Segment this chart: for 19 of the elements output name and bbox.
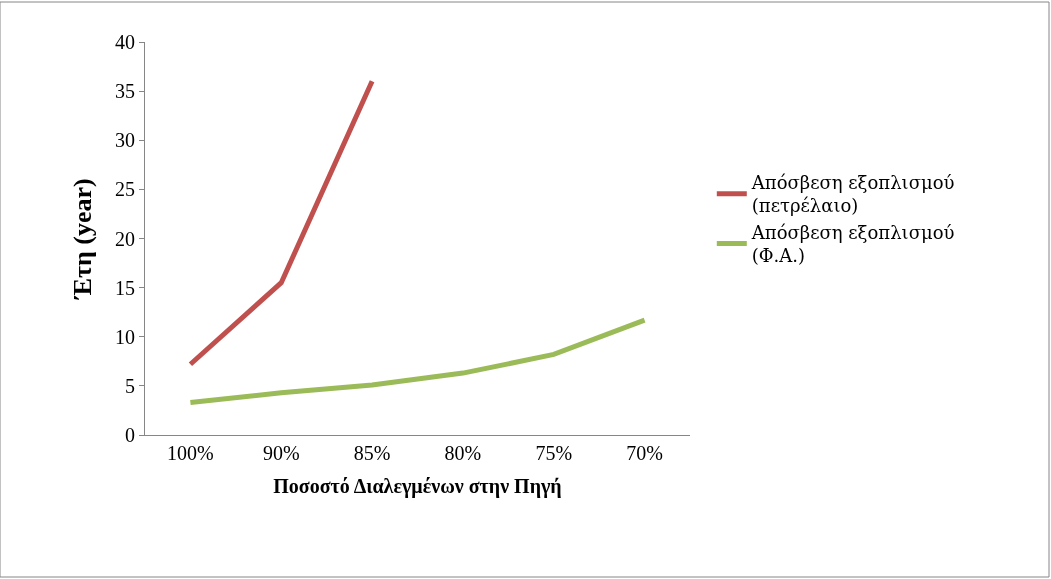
x-tick-label: 70% [626,442,663,464]
y-axis-title: Έτη (year) [68,178,98,301]
y-tick-label: 0 [125,424,135,446]
x-tick-label: 85% [353,442,391,464]
y-tick-label: 5 [125,374,135,397]
y-tick-label: 20 [115,227,135,250]
x-axis-title: Ποσοστό Διαλεγμένων στην Πηγή [273,474,562,498]
x-tick-label: 80% [444,442,482,464]
x-tick-label: 90% [262,442,300,464]
y-tick-label: 30 [115,129,135,152]
y-tick-label: 35 [115,80,135,103]
y-tick-label: 25 [115,178,135,201]
legend-label: Απόσβεση εξοπλισμού (Φ.Α.) [750,221,955,267]
x-tick-label: 100% [167,442,214,464]
y-tick-label: 10 [115,325,135,348]
x-tick-label: 75% [535,442,573,464]
y-tick-label: 40 [115,31,135,53]
legend-label: Απόσβεση εξοπλισμού (πετρέλαιο) [750,172,955,217]
y-tick-label: 15 [115,276,135,299]
